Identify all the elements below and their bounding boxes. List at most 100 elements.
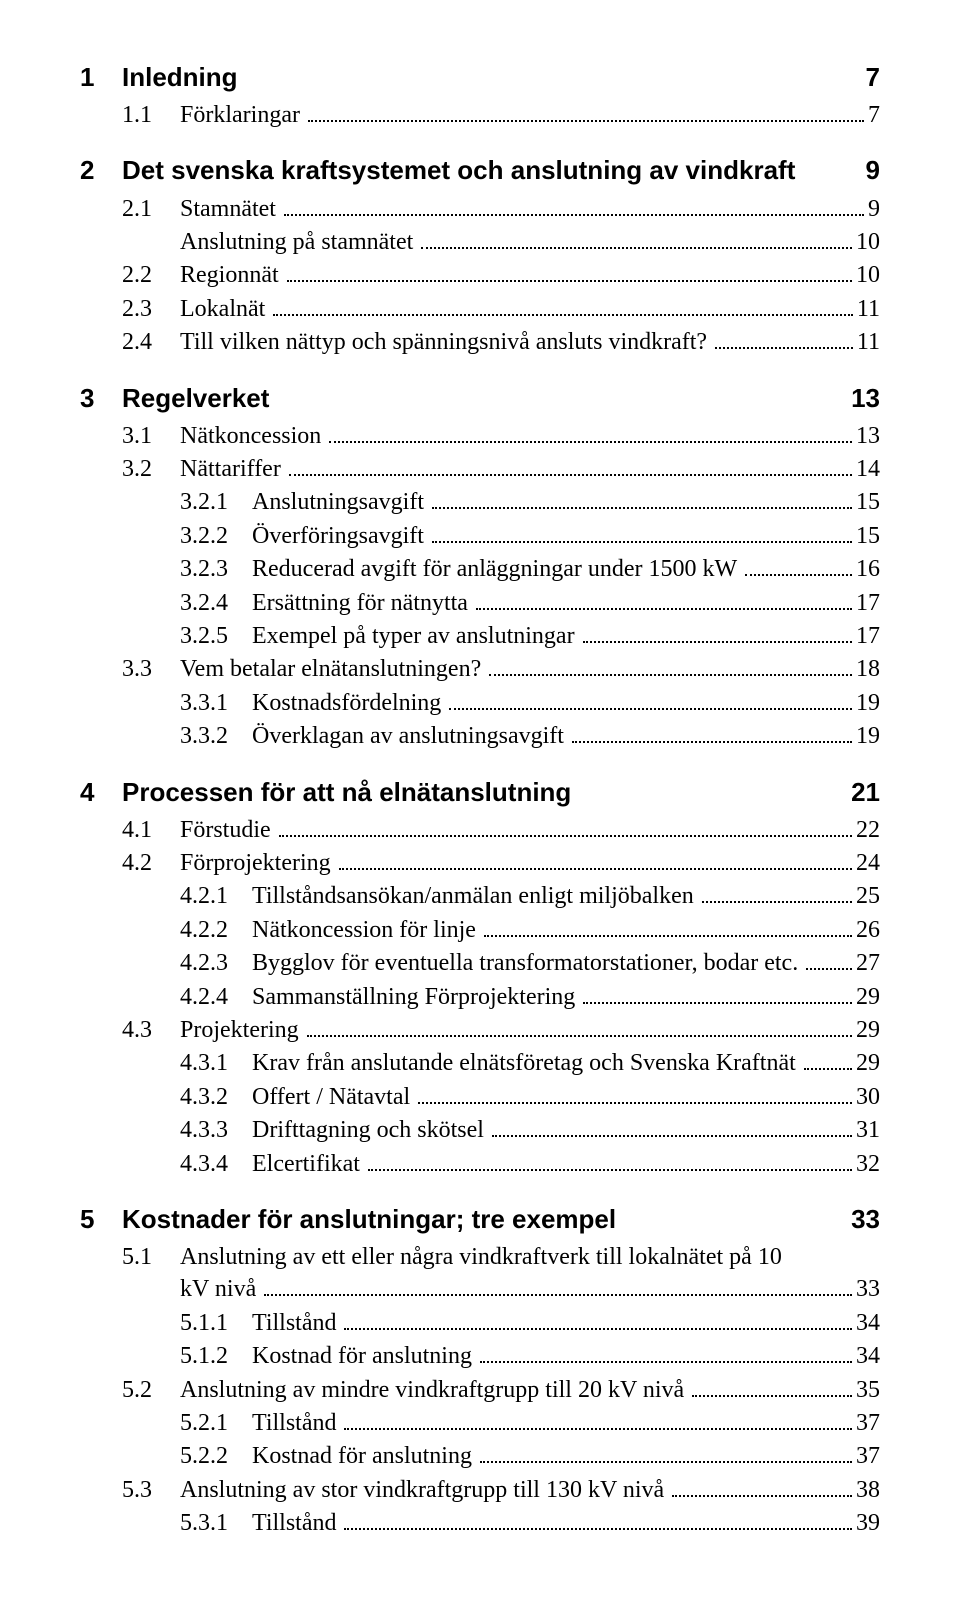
toc-leader [284,214,864,216]
toc-entry-page: 38 [856,1474,880,1506]
toc-entry-page: 26 [856,914,880,946]
toc-leader [804,1068,852,1070]
toc-entry-label: Regionnät [180,259,283,291]
toc-entry-page: 19 [856,720,880,752]
toc-leader [289,474,852,476]
toc-entry-label: Bygglov för eventuella transformatorstat… [252,947,802,979]
toc-entry-label: Överföringsavgift [252,520,428,552]
toc-entry-number: 4.2.4 [80,981,252,1013]
toc-entry-label: Tillståndsansökan/anmälan enligt miljöba… [252,880,698,912]
toc-entry-page: 35 [856,1374,880,1406]
toc-entry-label: Tillstånd [252,1307,340,1339]
toc-entry-label: Reducerad avgift för anläggningar under … [252,553,741,585]
toc-entry-page: 7 [866,60,880,95]
toc-entry-page: 33 [856,1273,880,1305]
toc-entry-number: 2.3 [80,293,180,325]
toc-entry-number: 5 [80,1202,122,1237]
toc-entry-label: Förprojektering [180,847,335,879]
toc-entry: 3.3Vem betalar elnätanslutningen?18 [80,653,880,685]
toc-leader [583,1002,852,1004]
toc-entry-page: 37 [856,1407,880,1439]
toc-entry-page: 34 [856,1307,880,1339]
toc-leader [264,1294,852,1296]
toc-entry-number: 3.3.1 [80,687,252,719]
toc-entry-label: Anslutningsavgift [252,486,428,518]
toc-entry-page: 16 [856,553,880,585]
toc-leader [745,574,852,576]
toc-entry-label: Tillstånd [252,1407,340,1439]
toc-entry: 5.1.1Tillstånd34 [80,1307,880,1339]
toc-entry-label: Nätkoncession för linje [252,914,480,946]
toc-entry-page: 17 [856,587,880,619]
toc-leader [492,1135,852,1137]
toc-entry: 1Inledning7 [80,60,880,95]
toc-entry-label: Kostnad för anslutning [252,1340,476,1372]
toc-entry: 3.2Nättariffer14 [80,453,880,485]
toc-entry-number: 4.1 [80,814,180,846]
toc-entry-page: 13 [851,381,880,416]
toc-entry-page: 29 [856,981,880,1013]
toc-entry-number: 4.3.1 [80,1047,252,1079]
toc-entry-label: Till vilken nättyp och spänningsnivå ans… [180,326,711,358]
toc-entry-number: 4.2 [80,847,180,879]
toc-entry: 3.2.3Reducerad avgift för anläggningar u… [80,553,880,585]
toc-entry-label: Vem betalar elnätanslutningen? [180,653,485,685]
toc-entry-page: 13 [856,420,880,452]
toc-entry-number: 2 [80,153,122,188]
toc-entry: 4.1Förstudie22 [80,814,880,846]
toc-entry-label: Anslutning av stor vindkraftgrupp till 1… [180,1474,668,1506]
toc-entry-page: 30 [856,1081,880,1113]
toc-leader [344,1528,852,1530]
toc-entry-page: 31 [856,1114,880,1146]
toc-entry: 5.3Anslutning av stor vindkraftgrupp til… [80,1474,880,1506]
toc-leader [480,1461,852,1463]
toc-leader [344,1428,852,1430]
toc-entry: 2.3Lokalnät11 [80,293,880,325]
toc-entry-number: 5.3 [80,1474,180,1506]
toc-entry: 4.3.3Drifttagning och skötsel31 [80,1114,880,1146]
toc-entry: 4.3Projektering29 [80,1014,880,1046]
toc-entry-number: 1.1 [80,99,180,131]
toc-leader [489,674,852,676]
toc-entry-page: 14 [856,453,880,485]
toc-entry: 5Kostnader för anslutningar; tre exempel… [80,1202,880,1237]
toc-leader [368,1169,852,1171]
toc-leader [806,968,852,970]
toc-leader [432,541,852,543]
toc-entry: 4Processen för att nå elnätanslutning21 [80,775,880,810]
toc-leader [476,608,852,610]
toc-entry-number: 5.2 [80,1374,180,1406]
toc-entry-label: Projektering [180,1014,303,1046]
toc-entry-label: Nättariffer [180,453,285,485]
toc-entry-number: 3.2.5 [80,620,252,652]
toc-entry-number: 2.1 [80,193,180,225]
toc-entry: 5.2.1Tillstånd 37 [80,1407,880,1439]
toc-entry-label: kV nivå [180,1273,260,1305]
toc-entry: 4.3.4Elcertifikat32 [80,1148,880,1180]
toc-entry-page: 21 [851,775,880,810]
toc-entry-number: 3 [80,381,122,416]
toc-leader [339,868,852,870]
toc-entry-number: 5.2.1 [80,1407,252,1439]
toc-entry-label: Kostnadsfördelning [252,687,445,719]
toc-entry-number: 3.1 [80,420,180,452]
toc-entry: 4.3.2Offert / Nätavtal30 [80,1081,880,1113]
toc-leader [307,1035,852,1037]
toc-leader [432,507,852,509]
toc-entry-label: Drifttagning och skötsel [252,1114,488,1146]
toc-entry-number: 5.1.2 [80,1340,252,1372]
toc-entry-number: 3.3.2 [80,720,252,752]
toc-entry-label: Exempel på typer av anslutningar [252,620,579,652]
toc-entry-number: 3.2.4 [80,587,252,619]
toc-entry-label: Sammanställning Förprojektering [252,981,579,1013]
toc-entry-label: Anslutning på stamnätet [180,226,417,258]
table-of-contents: 1Inledning71.1Förklaringar72Det svenska … [80,60,880,1540]
toc-entry-page: 24 [856,847,880,879]
toc-leader [583,641,852,643]
toc-entry-number: 4.2.3 [80,947,252,979]
toc-leader [484,935,852,937]
toc-entry-number: 5.2.2 [80,1440,252,1472]
toc-entry: 4.2.4Sammanställning Förprojektering 29 [80,981,880,1013]
toc-leader [287,280,852,282]
toc-leader [672,1495,852,1497]
